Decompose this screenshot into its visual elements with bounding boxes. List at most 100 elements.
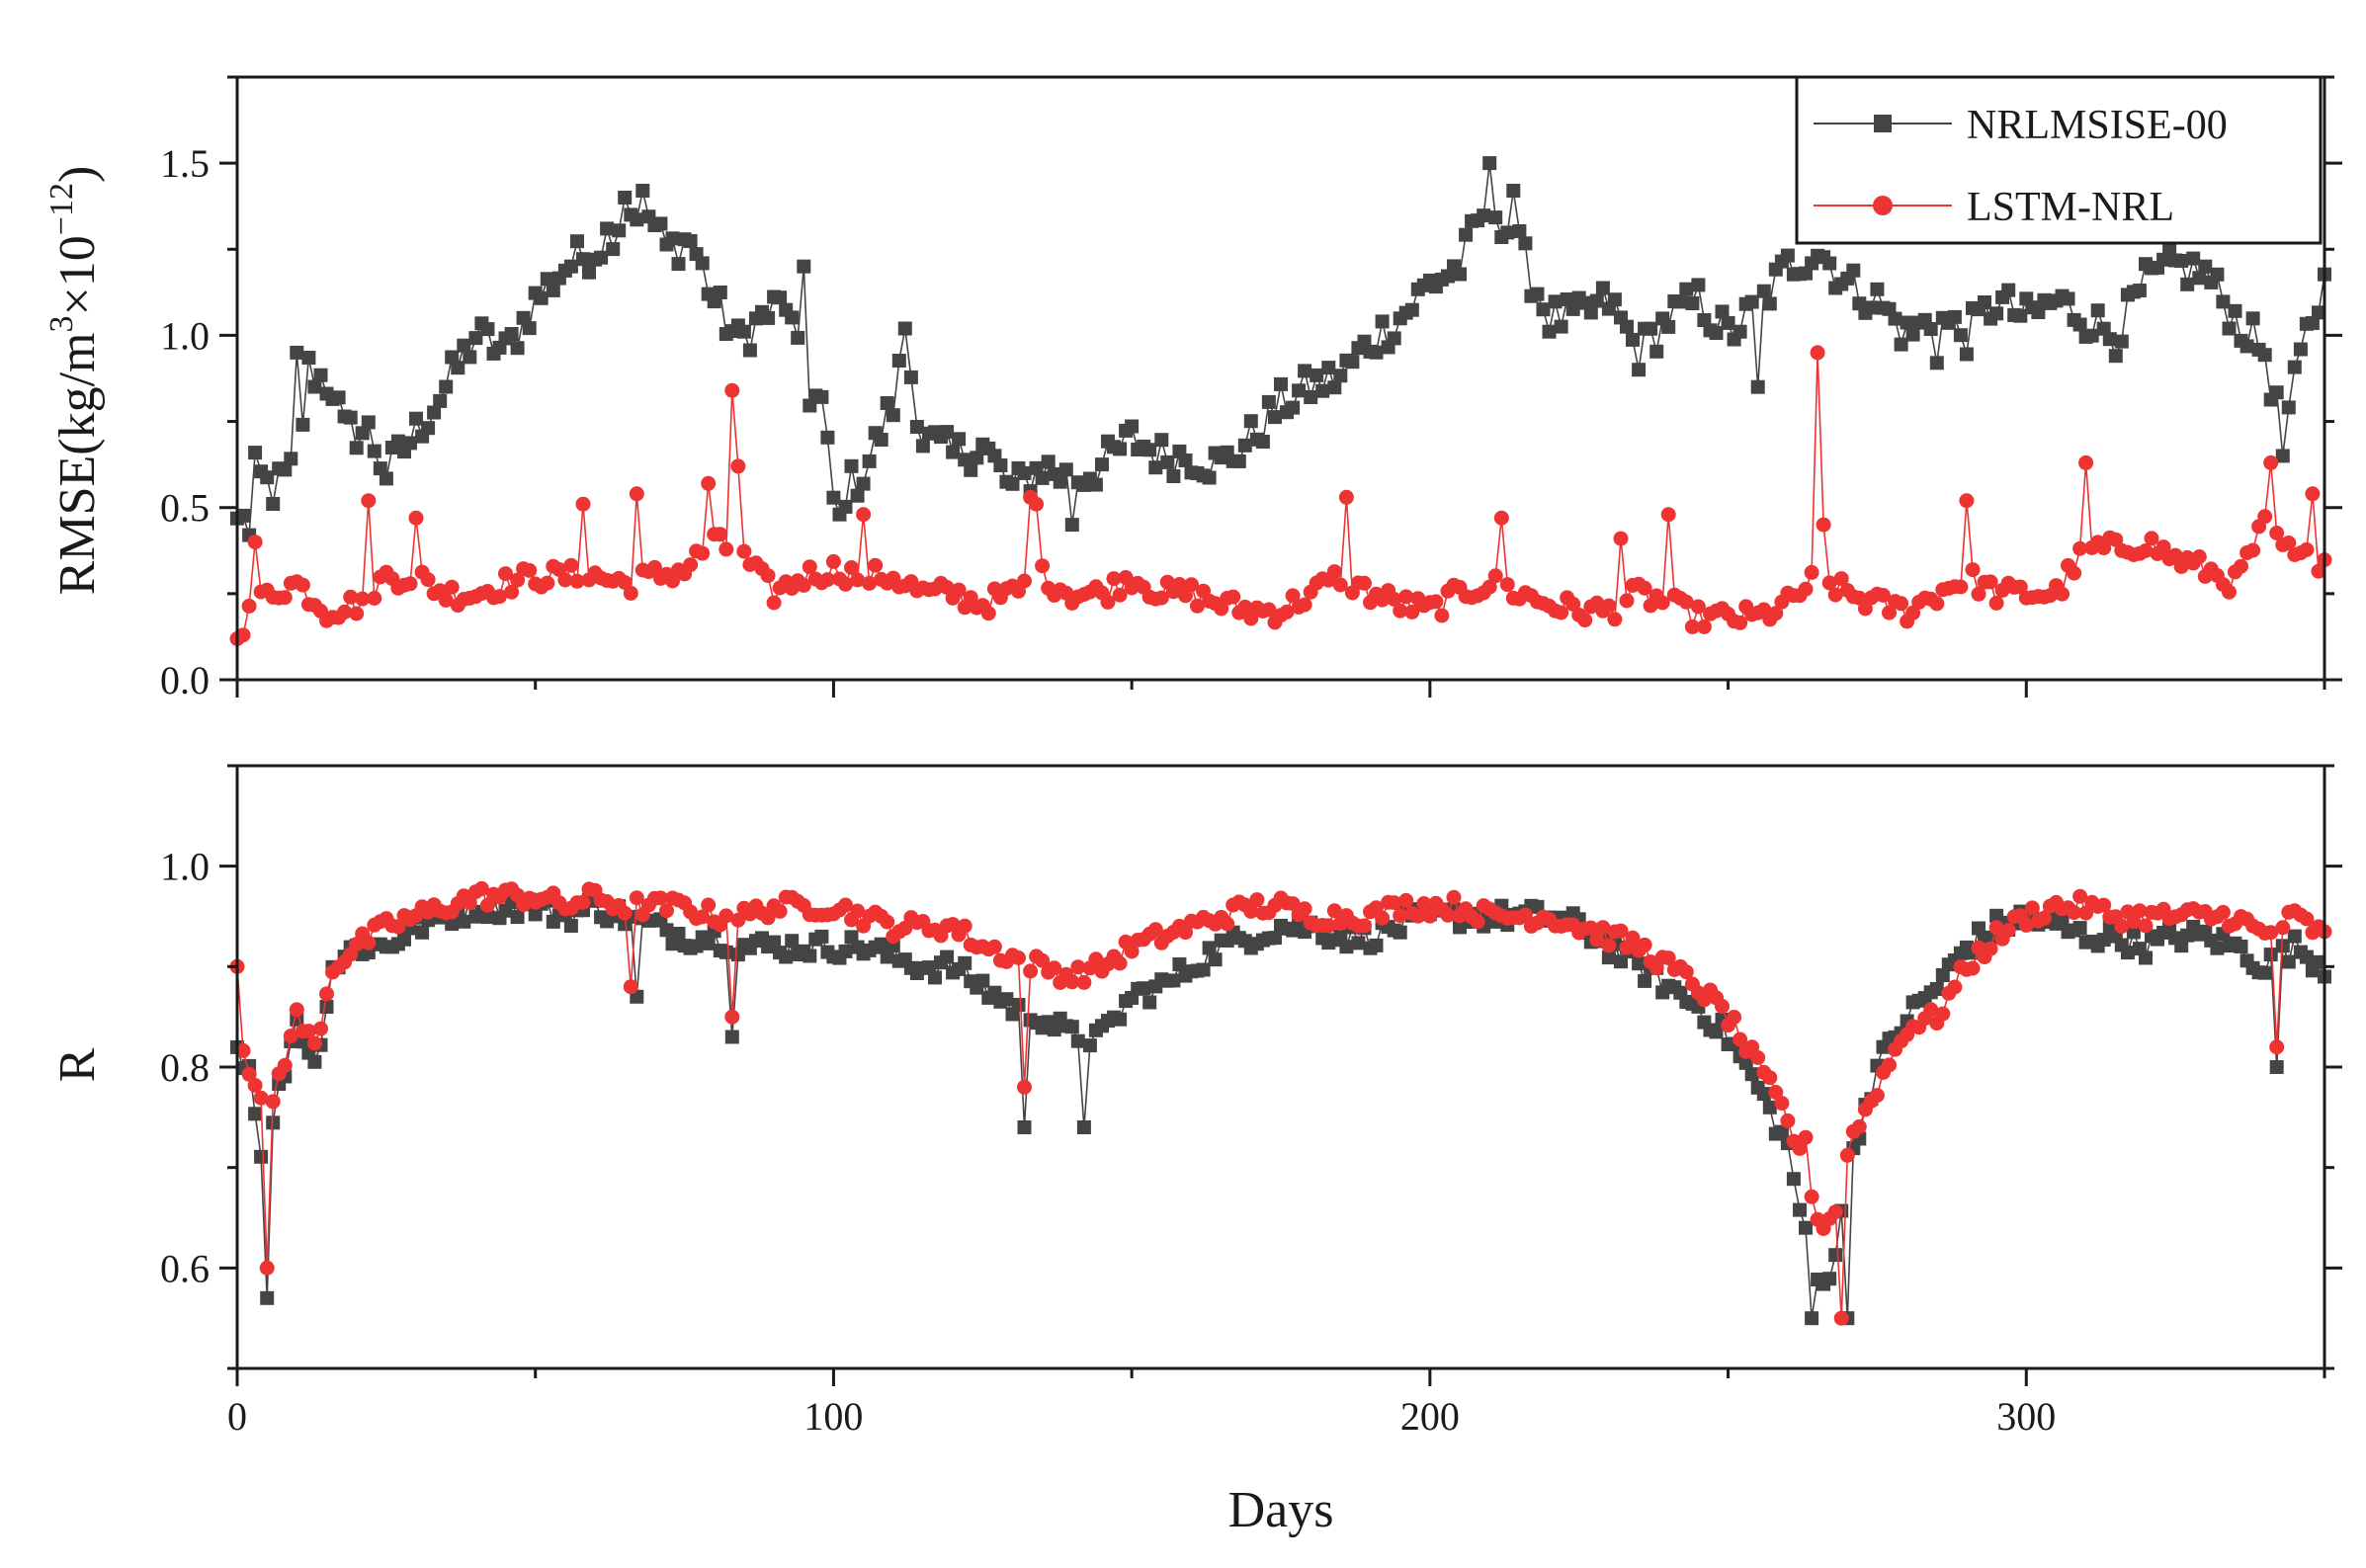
rmse-point-nrlmsise: [826, 490, 841, 505]
rmse-point-nrlmsise: [331, 390, 346, 405]
r-point-lstm: [1660, 950, 1676, 966]
rmse-point-nrlmsise: [862, 454, 877, 468]
r-point-lstm: [1220, 916, 1235, 932]
rmse-point-lstm: [247, 535, 263, 550]
rmse-point-lstm: [2281, 536, 2297, 550]
rmse-title-sup-exp: −12: [43, 183, 80, 235]
rmse-point-nrlmsise: [2269, 385, 2284, 400]
r-point-nrlmsise: [319, 1000, 334, 1014]
x-axis-title: Days: [1228, 1482, 1334, 1538]
r-point-nrlmsise: [1369, 938, 1384, 952]
rmse-point-nrlmsise: [260, 470, 275, 485]
r-point-nrlmsise: [1017, 1120, 1032, 1134]
rmse-point-nrlmsise: [284, 452, 298, 466]
r-point-lstm: [2000, 923, 2016, 938]
rmse-point-lstm: [277, 590, 293, 606]
rmse-point-lstm: [504, 584, 520, 600]
r-point-lstm: [1727, 1010, 1742, 1025]
rmse-point-lstm: [1684, 619, 1700, 634]
r-point-nrlmsise: [1333, 929, 1348, 944]
rmse-point-lstm: [1178, 588, 1193, 604]
r-point-lstm: [289, 1002, 304, 1018]
rmse-point-lstm: [1816, 517, 1831, 533]
rmse-point-nrlmsise: [1255, 435, 1270, 449]
rmse-point-nrlmsise: [2108, 349, 2123, 364]
rmse-point-nrlmsise: [1477, 208, 1491, 223]
rmse-point-nrlmsise: [1542, 324, 1557, 339]
rmse-point-nrlmsise: [874, 433, 888, 447]
rmse-point-lstm: [1607, 612, 1623, 627]
rmse-y-tick-label: 0.5: [160, 486, 210, 531]
r-point-lstm: [2126, 914, 2142, 930]
r-point-lstm: [718, 908, 734, 924]
rmse-point-lstm: [522, 562, 538, 578]
r-series-lstm: [229, 880, 2332, 1326]
rmse-point-nrlmsise: [2257, 348, 2272, 363]
r-point-nrlmsise: [880, 949, 894, 964]
rmse-point-nrlmsise: [1685, 296, 1700, 310]
rmse-point-nrlmsise: [1679, 282, 1694, 296]
rmse-point-nrlmsise: [2186, 251, 2201, 266]
rmse-point-nrlmsise: [1554, 319, 1568, 334]
rmse-point-lstm: [1499, 577, 1515, 593]
r-point-nrlmsise: [1137, 981, 1151, 996]
rmse-point-lstm: [402, 576, 418, 592]
r-point-lstm: [2263, 925, 2279, 941]
rmse-point-nrlmsise: [1565, 301, 1580, 316]
r-point-lstm: [1326, 903, 1342, 919]
r-point-lstm: [283, 1029, 298, 1044]
r-point-lstm: [265, 1094, 281, 1110]
rmse-point-nrlmsise: [761, 310, 776, 325]
rmse-point-lstm: [796, 577, 811, 593]
r-point-nrlmsise: [1799, 1220, 1813, 1235]
rmse-point-lstm: [2245, 542, 2261, 558]
rmse-point-lstm: [1357, 575, 1372, 591]
r-point-lstm: [1297, 901, 1312, 917]
rmse-point-nrlmsise: [1304, 390, 1318, 404]
rmse-point-nrlmsise: [367, 444, 381, 458]
rmse-point-nrlmsise: [1780, 248, 1795, 263]
rmse-point-nrlmsise: [1929, 356, 1944, 371]
rmse-point-lstm: [1243, 611, 1259, 626]
rmse-point-nrlmsise: [1536, 302, 1551, 317]
x-tick-label: 0: [227, 1394, 247, 1439]
rmse-point-nrlmsise: [1321, 361, 1336, 375]
rmse-point-nrlmsise: [2132, 284, 2147, 297]
r-point-lstm: [306, 1035, 322, 1051]
rmse-point-nrlmsise: [1959, 347, 1974, 362]
rmse-point-nrlmsise: [1715, 304, 1730, 319]
rmse-point-nrlmsise: [1041, 454, 1056, 469]
r-point-lstm: [1112, 955, 1128, 971]
r-point-lstm: [730, 912, 746, 928]
rmse-point-nrlmsise: [546, 283, 560, 297]
rmse-point-nrlmsise: [1548, 294, 1563, 309]
rmse-point-nrlmsise: [1088, 477, 1103, 492]
rmse-point-nrlmsise: [2192, 271, 2207, 286]
r-point-lstm: [1011, 950, 1026, 965]
r-point-lstm: [1988, 920, 2004, 936]
rmse-point-lstm: [802, 559, 817, 575]
rmse-point-nrlmsise: [349, 441, 364, 455]
r-point-nrlmsise: [874, 937, 888, 951]
r-point-lstm: [1882, 1057, 1897, 1073]
r-point-lstm: [241, 1066, 257, 1082]
r-point-lstm: [617, 905, 633, 921]
rmse-point-nrlmsise: [1953, 328, 1968, 343]
rmse-point-lstm: [337, 604, 353, 619]
rmse-point-lstm: [575, 496, 591, 512]
r-point-nrlmsise: [724, 1030, 739, 1044]
rmse-point-nrlmsise: [2072, 317, 2087, 332]
r-point-lstm: [1965, 960, 1981, 976]
r-point-lstm: [1249, 892, 1265, 908]
rmse-title-times: ×10: [49, 235, 106, 315]
rmse-panel: 0.0 0.5 1.0 1.5 RMSE(kg/m3×10−12) NRLMSISE-…: [43, 75, 2342, 702]
rmse-point-lstm: [367, 591, 382, 606]
r-point-nrlmsise: [1339, 940, 1354, 954]
r-point-lstm: [1088, 951, 1104, 967]
r-point-lstm: [1178, 925, 1193, 941]
rmse-plot-frame: [235, 75, 2326, 682]
rmse-point-nrlmsise: [850, 488, 865, 503]
rmse-point-lstm: [241, 598, 257, 614]
rmse-point-nrlmsise: [504, 327, 519, 341]
rmse-point-lstm: [1959, 493, 1975, 509]
